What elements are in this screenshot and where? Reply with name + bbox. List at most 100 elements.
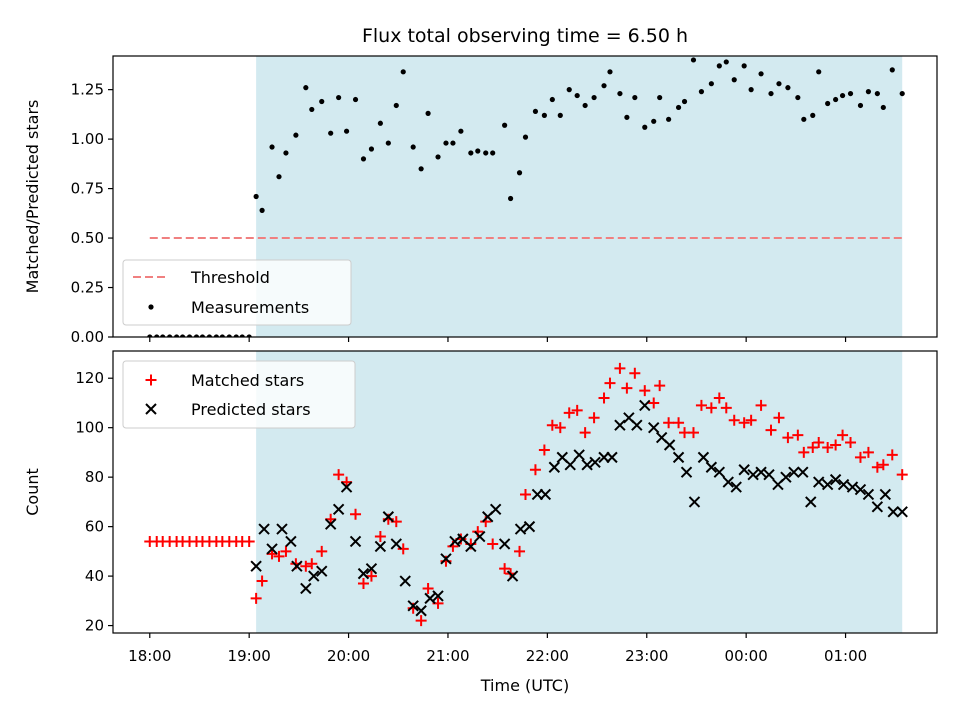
measurement-point <box>309 106 315 113</box>
predicted-star-point <box>357 567 370 580</box>
predicted-star-point <box>879 488 892 501</box>
matched-star-point <box>782 432 794 444</box>
predicted-star-point <box>672 451 685 464</box>
matched-star-point <box>487 538 499 550</box>
measurement-point <box>246 334 252 337</box>
measurement-point <box>657 94 663 101</box>
measurement-point <box>167 334 173 337</box>
predicted-star-point <box>854 483 867 496</box>
matched-star-point <box>695 399 707 411</box>
measurement-point <box>690 57 697 63</box>
x-tick-label: 22:00 <box>526 647 569 665</box>
matched-star-point <box>350 508 362 520</box>
measurement-point <box>731 77 737 83</box>
y-tick-label: 60 <box>85 518 104 536</box>
matched-star-point <box>871 461 883 473</box>
matched-star-point <box>250 592 262 604</box>
measurement-point <box>865 89 872 95</box>
matched-star-point <box>728 414 740 426</box>
predicted-star-point <box>730 481 742 493</box>
predicted-star-point <box>631 419 643 431</box>
legend-measurements-swatch <box>148 304 154 310</box>
matched-star-point <box>629 367 641 379</box>
predicted-star-point <box>291 560 303 572</box>
measurement-point <box>607 69 613 75</box>
measurement-point <box>847 90 854 97</box>
measurement-point <box>206 334 213 337</box>
matched-star-point <box>877 459 889 471</box>
plot-area <box>147 57 905 337</box>
predicted-star-point <box>589 456 601 469</box>
predicted-star-point <box>407 600 419 612</box>
measurement-point <box>443 140 449 146</box>
measurement-point <box>283 150 289 156</box>
measurement-point <box>698 89 705 95</box>
measurement-point <box>549 96 555 103</box>
predicted-star-point <box>349 535 362 548</box>
measurement-point <box>193 334 200 337</box>
measurement-point <box>839 92 846 99</box>
predicted-star-point <box>705 461 718 473</box>
predicted-star-point <box>548 461 561 473</box>
measurement-point <box>468 150 474 156</box>
measurement-point <box>825 100 831 107</box>
predicted-star-point <box>390 538 402 550</box>
matched-star-point <box>813 437 825 449</box>
predicted-star-point <box>258 523 270 535</box>
predicted-star-point <box>332 503 345 516</box>
predicted-star-point <box>871 501 884 513</box>
matched-star-point <box>798 446 810 458</box>
x-tick-label: 21:00 <box>426 647 469 665</box>
x-tick-label: 19:00 <box>228 647 271 665</box>
matched-star-point <box>357 578 369 590</box>
matched-star-point <box>886 449 898 461</box>
matched-star-point <box>822 441 834 453</box>
y-axis-label: Count <box>23 468 42 516</box>
legend-matched-swatch <box>145 374 157 386</box>
measurement-point <box>651 118 657 124</box>
predicted-star-point <box>887 506 899 518</box>
predicted-star-point <box>581 459 593 471</box>
measurement-point <box>400 69 406 75</box>
matched-star-point <box>529 464 541 476</box>
measurement-point <box>816 69 822 75</box>
measurement-point <box>483 150 489 156</box>
measurement-point <box>574 92 580 99</box>
matched-star-point <box>415 615 427 627</box>
matched-star-point <box>598 392 610 404</box>
y-tick-label: 1.00 <box>71 130 104 148</box>
matched-star-point <box>837 429 849 441</box>
measurement-point <box>617 90 623 97</box>
y-tick-label: 20 <box>85 617 104 635</box>
observing-interval-shade <box>256 56 903 337</box>
y-tick-label: 0.00 <box>71 328 104 346</box>
measurement-point <box>675 104 682 111</box>
measurement-point <box>276 174 282 180</box>
y-tick-label: 80 <box>85 468 104 486</box>
measurement-point <box>522 134 529 140</box>
predicted-star-point <box>722 476 734 488</box>
predicted-star-point <box>688 496 701 508</box>
measurement-point <box>566 87 572 93</box>
measurement-point <box>199 334 206 337</box>
predicted-star-point <box>523 520 536 533</box>
matched-star-point <box>499 563 511 575</box>
predicted-star-point <box>276 523 288 535</box>
measurement-point <box>591 94 597 101</box>
measurement-point <box>758 71 764 77</box>
predicted-star-point <box>805 496 817 508</box>
x-tick-label: 23:00 <box>625 647 668 665</box>
measurement-point <box>269 144 275 150</box>
predicted-star-point <box>316 565 328 577</box>
matched-star-point <box>654 380 666 392</box>
axes-frame <box>112 350 938 634</box>
predicted-star-point <box>465 540 477 553</box>
matched-star-point <box>830 439 842 451</box>
matched-star-point <box>854 451 866 463</box>
x-tick-label: 20:00 <box>327 647 370 665</box>
predicted-star-point <box>896 506 908 518</box>
legend-measurements-label: Measurements <box>191 298 309 317</box>
matched-star-point <box>673 417 685 429</box>
predicted-star-point <box>837 478 850 491</box>
